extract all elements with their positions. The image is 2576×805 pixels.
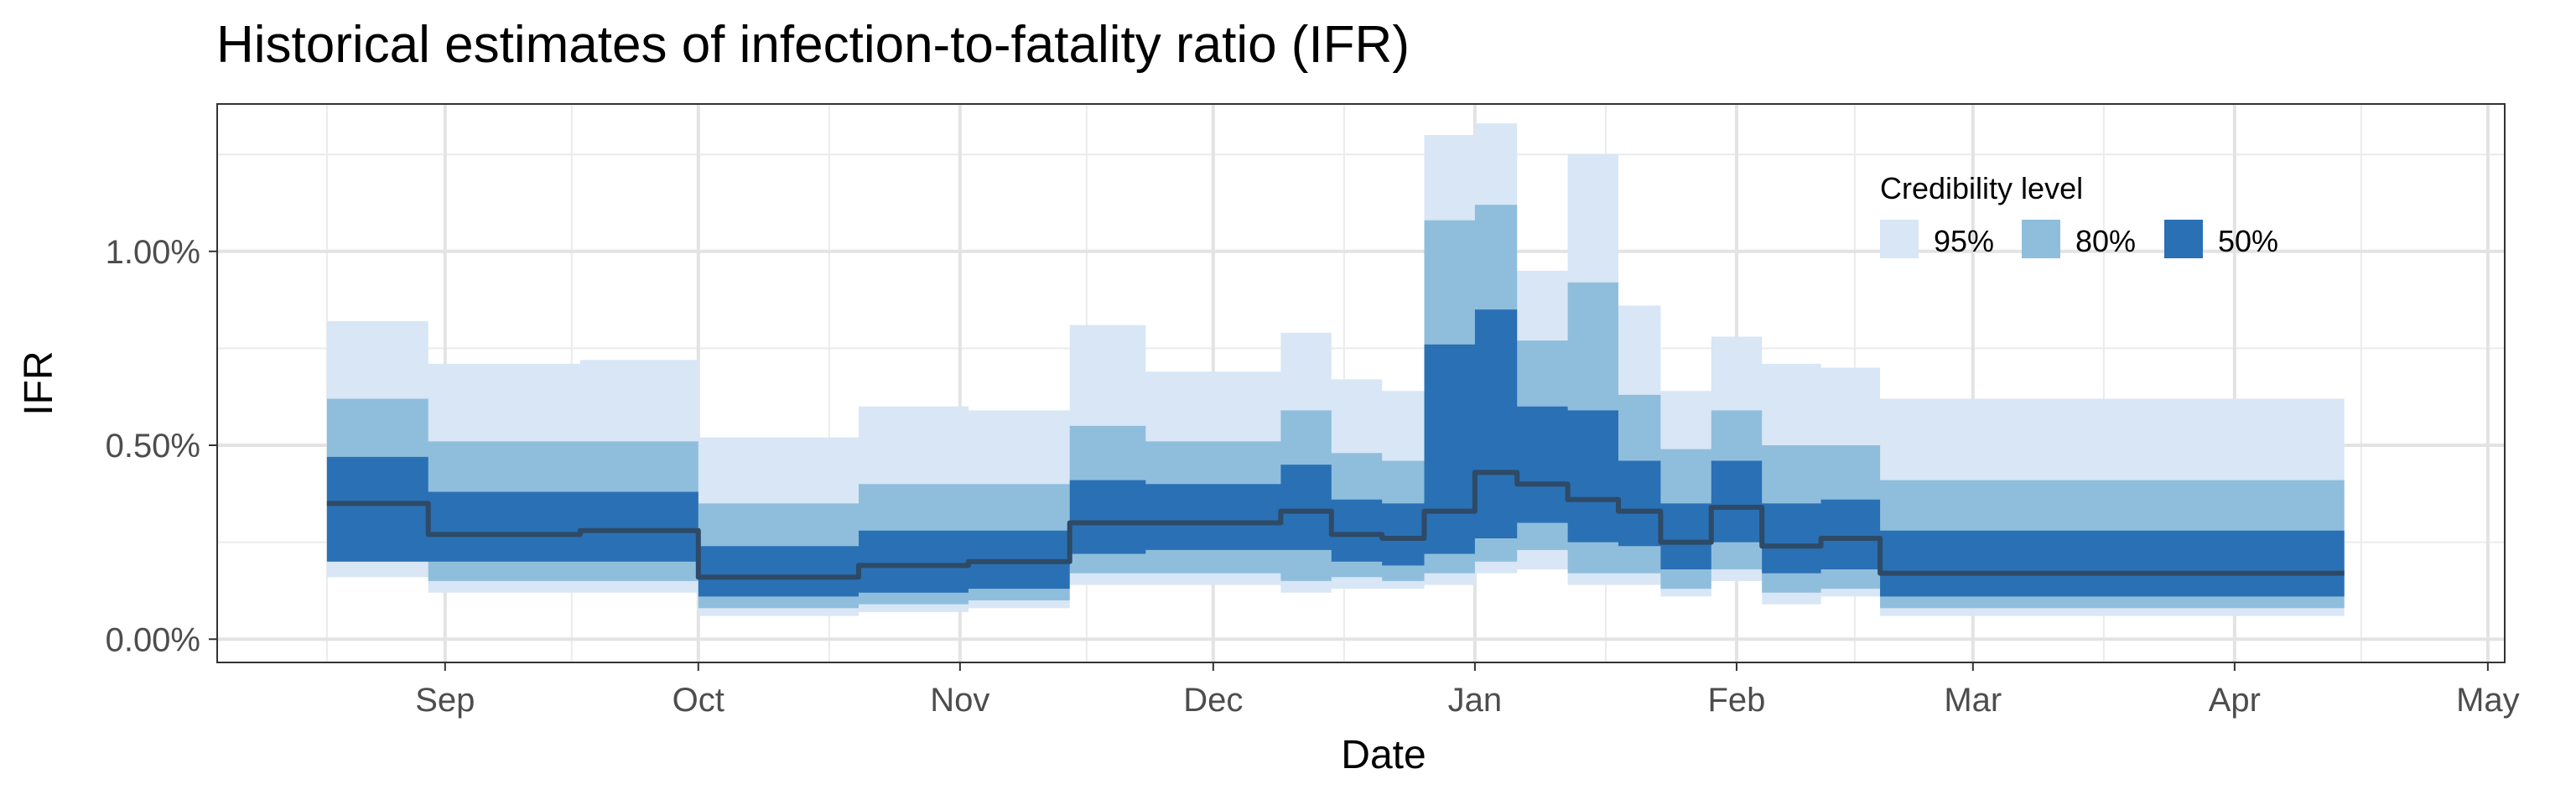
- y-axis: 0.00% 0.50% 1.00%: [106, 234, 217, 658]
- x-tick-label: Mar: [1944, 682, 2002, 719]
- x-tick-label: Jan: [1448, 682, 1503, 719]
- median-step-line: [326, 470, 2345, 580]
- plot-border: [216, 103, 2506, 663]
- x-axis: Sep Oct Nov Dec Jan Feb Mar Apr May: [415, 662, 2520, 719]
- legend-swatch: [2164, 220, 2203, 258]
- x-tick-label: Sep: [415, 682, 475, 719]
- legend-title: Credibility level: [1880, 171, 2083, 205]
- legend-label: 95%: [1934, 224, 1994, 258]
- legend: Credibility level 95% 80% 50%: [1880, 171, 2278, 258]
- legend-label: 80%: [2075, 224, 2136, 258]
- y-tick-label: 0.00%: [106, 621, 200, 658]
- median-line: [326, 470, 2345, 580]
- x-axis-title: Date: [1341, 733, 1426, 777]
- x-tick-label: May: [2456, 682, 2520, 719]
- x-tick-label: Nov: [930, 682, 989, 719]
- x-tick-label: Dec: [1183, 682, 1243, 719]
- y-axis-title: IFR: [17, 351, 61, 415]
- band-50: [326, 309, 2345, 597]
- x-tick-label: Apr: [2209, 682, 2261, 719]
- legend-swatch: [2022, 220, 2060, 258]
- x-tick-label: Oct: [673, 682, 724, 719]
- legend-label: 50%: [2218, 224, 2278, 258]
- x-tick-label: Feb: [1707, 682, 1765, 719]
- y-tick-label: 1.00%: [106, 234, 200, 271]
- chart-title: Historical estimates of infection-to-fat…: [216, 16, 1410, 74]
- plot-panel: [216, 103, 2506, 663]
- y-tick-label: 0.50%: [106, 428, 200, 465]
- legend-swatch: [1880, 220, 1919, 258]
- credibility-bands: [326, 123, 2345, 616]
- legend-items: 95% 80% 50%: [1880, 220, 2278, 258]
